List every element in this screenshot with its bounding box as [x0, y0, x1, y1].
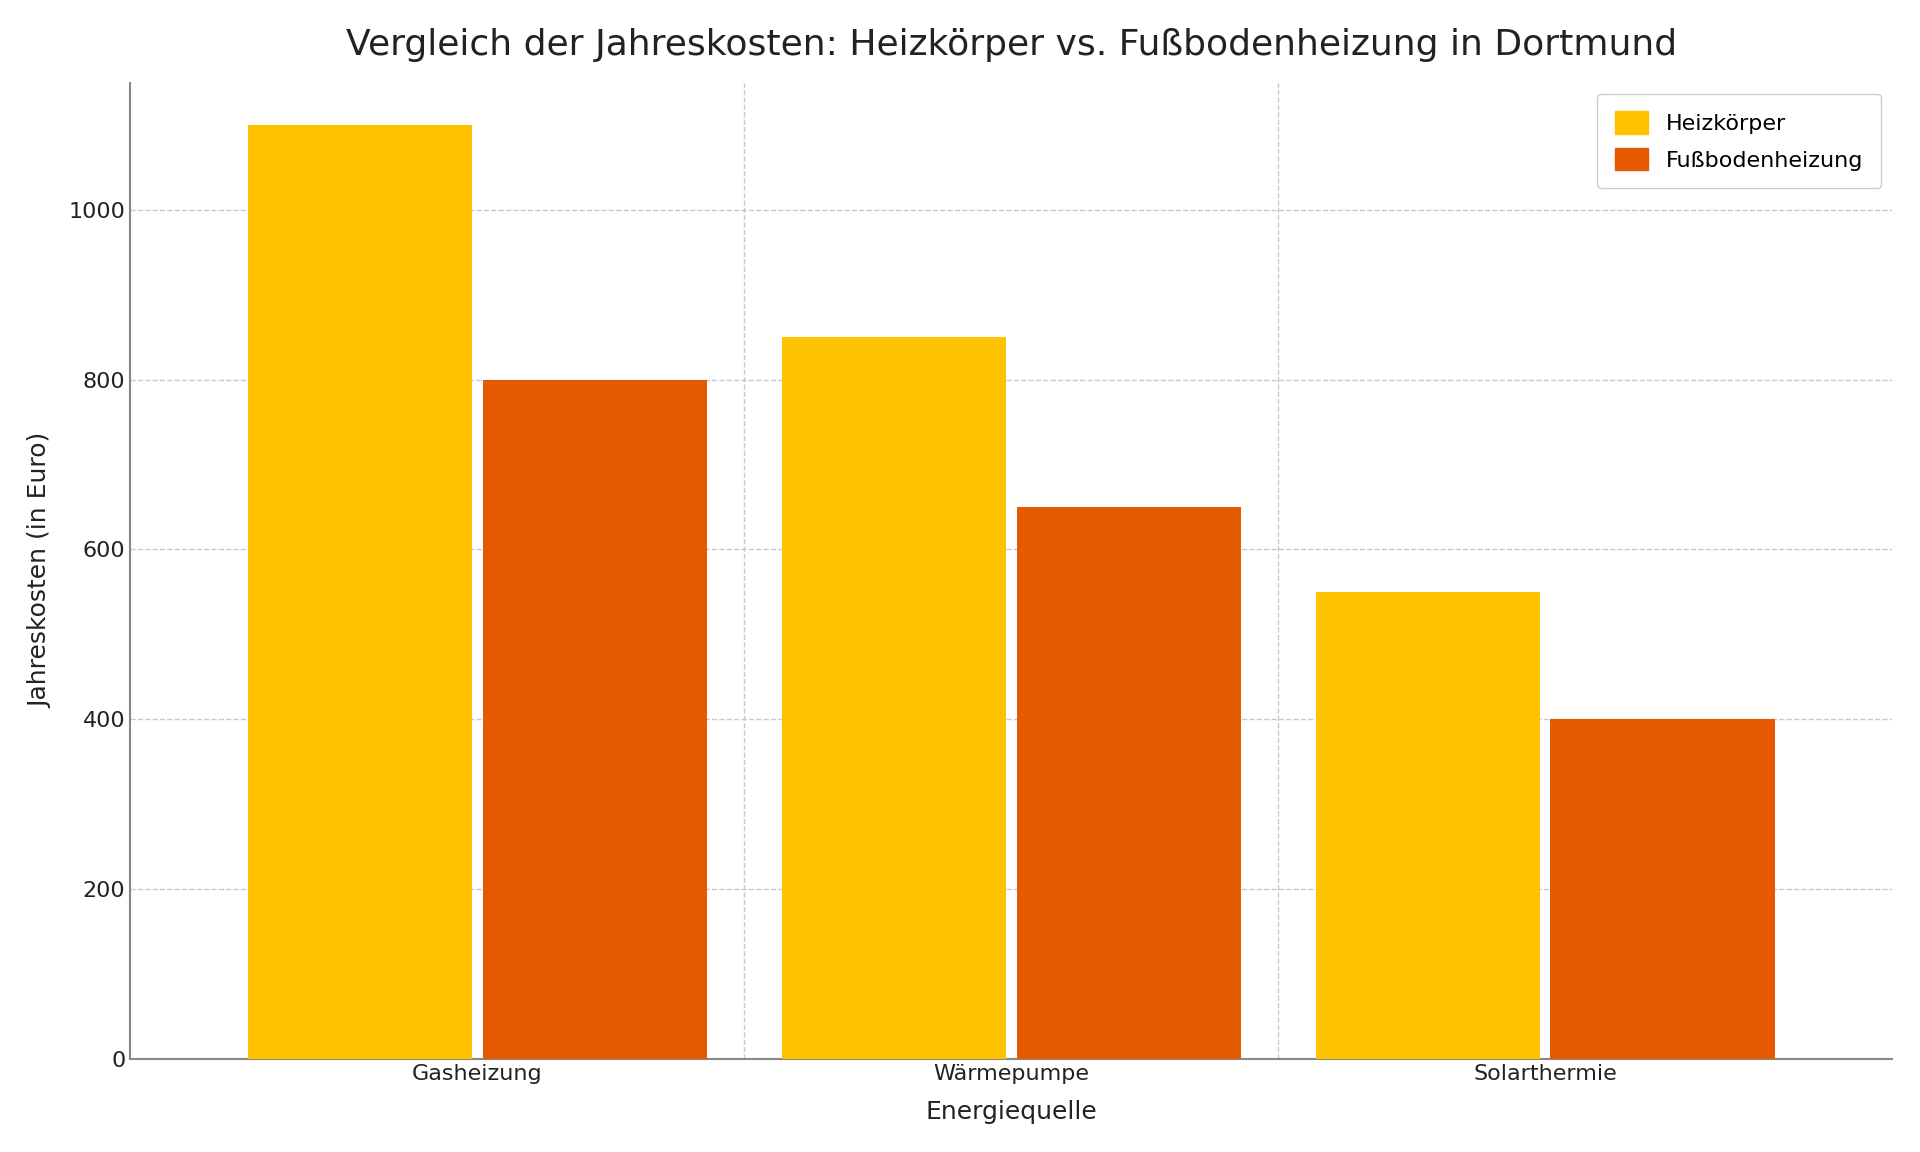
X-axis label: Energiequelle: Energiequelle	[925, 1100, 1096, 1124]
Bar	[482, 380, 707, 1059]
Bar	[248, 126, 472, 1059]
Bar	[781, 338, 1006, 1059]
Title: Vergleich der Jahreskosten: Heizkörper vs. Fußbodenheizung in Dortmund: Vergleich der Jahreskosten: Heizkörper v…	[346, 28, 1676, 62]
Y-axis label: Jahreskosten (in Euro): Jahreskosten (in Euro)	[27, 433, 52, 708]
Bar	[1551, 719, 1774, 1059]
Bar	[1016, 507, 1240, 1059]
Bar	[1315, 592, 1540, 1059]
Legend: Heizkörper, Fußbodenheizung: Heizkörper, Fußbodenheizung	[1597, 93, 1882, 188]
